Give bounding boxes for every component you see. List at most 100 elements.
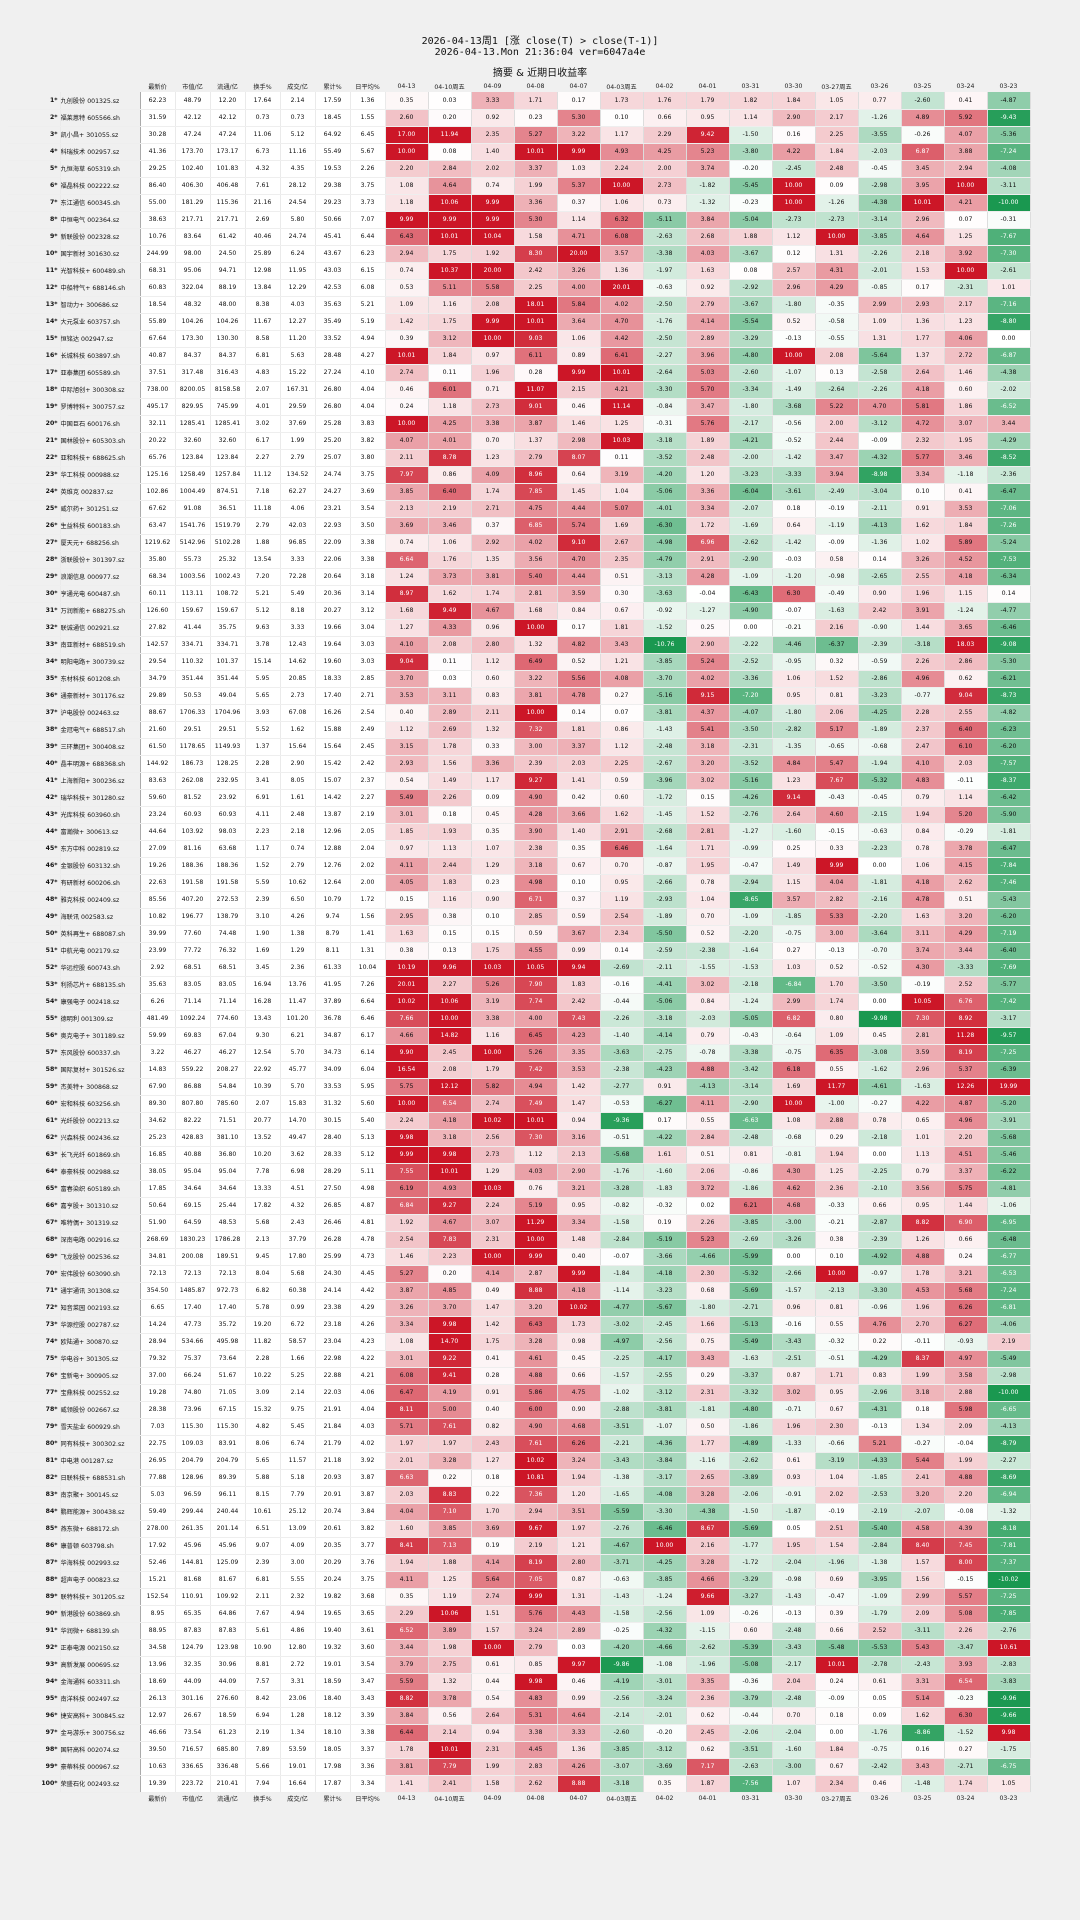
return-cell: 0.37 (557, 194, 600, 211)
stat-cell: 167.31 (280, 381, 315, 398)
return-cell: -1.97 (643, 262, 686, 279)
stat-cell: 10.79 (315, 891, 350, 908)
stat-cell: 2.05 (350, 823, 385, 840)
return-cell: -3.89 (729, 1469, 772, 1486)
return-cell: 3.44 (987, 415, 1030, 432)
return-cell: -4.14 (643, 1027, 686, 1044)
return-cell: -6.63 (729, 1112, 772, 1129)
return-cell: 4.68 (772, 1197, 815, 1214)
stat-cell: 159.67 (210, 602, 245, 619)
return-cell: 1.05 (987, 1775, 1030, 1792)
return-cell: 9.97 (557, 1656, 600, 1673)
return-cell: 10.00 (428, 1010, 471, 1027)
return-cell: -2.20 (858, 908, 901, 925)
return-cell: -5.69 (729, 1282, 772, 1299)
return-cell: -2.78 (858, 1656, 901, 1673)
return-cell: 3.22 (557, 126, 600, 143)
stat-cell: 89.30 (140, 1095, 175, 1112)
row-rank: 92* (8, 1639, 60, 1656)
stat-cell: 4.27 (350, 347, 385, 364)
stat-cell: 15.22 (280, 364, 315, 381)
return-cell: 3.59 (557, 585, 600, 602)
return-cell: 1.51 (471, 1605, 514, 1622)
stat-cell: 28.94 (140, 1333, 175, 1350)
stat-cell: 29.38 (315, 177, 350, 194)
stat-cell: 37.89 (315, 993, 350, 1010)
stock-name: 捷安高科+ 300845.sz (60, 1707, 140, 1724)
return-cell: 0.67 (815, 1401, 858, 1418)
return-cell: 1.44 (944, 1197, 987, 1214)
stat-cell: 3.00 (280, 1554, 315, 1571)
return-cell: -1.24 (729, 993, 772, 1010)
return-cell: -2.73 (772, 211, 815, 228)
return-cell: 2.09 (944, 1418, 987, 1435)
stat-cell: 68.51 (210, 959, 245, 976)
return-cell: -0.09 (815, 1690, 858, 1707)
return-cell: 2.99 (901, 1588, 944, 1605)
row-rank: 23* (8, 466, 60, 483)
return-cell: 0.75 (686, 1333, 729, 1350)
stock-name: 恒铭达 002947.sz (60, 330, 140, 347)
stat-cell: 4.11 (245, 806, 280, 823)
return-cell: 1.99 (471, 1758, 514, 1775)
stat-cell: 11.47 (280, 993, 315, 1010)
return-cell: 4.88 (944, 1469, 987, 1486)
table-row: 30* 亨通光电 600487.sh 60.11 113.11 108.72 5.21 5.… (8, 585, 1030, 602)
return-cell: 0.13 (428, 942, 471, 959)
table-row: 65* 富春染织 605189.sh 17.85 34.64 34.64 13.33 4.5… (8, 1180, 1030, 1197)
return-cell: 0.60 (471, 670, 514, 687)
return-cell: 3.19 (600, 466, 643, 483)
stat-cell: 71.51 (210, 1112, 245, 1129)
return-cell: 1.35 (471, 551, 514, 568)
stat-cell: 2.14 (280, 92, 315, 109)
stat-cell: 5142.96 (175, 534, 210, 551)
return-cell: -6.23 (987, 721, 1030, 738)
stat-cell: 1.17 (245, 840, 280, 857)
stat-cell: 35.75 (210, 619, 245, 636)
return-cell: -2.92 (729, 279, 772, 296)
table-row: 43* 光库科技 603960.sh 23.24 60.93 60.93 4.11 2.48… (8, 806, 1030, 823)
return-cell: 1.37 (514, 432, 557, 449)
return-cell: 4.03 (514, 1163, 557, 1180)
return-cell: 10.06 (428, 993, 471, 1010)
return-cell: 0.99 (557, 1690, 600, 1707)
return-cell: 1.94 (385, 1554, 428, 1571)
return-cell: -1.58 (600, 1214, 643, 1231)
return-cell: 1.36 (557, 1741, 600, 1758)
return-cell: 7.97 (385, 466, 428, 483)
column-header-col-21: 03-23 (987, 80, 1030, 92)
return-cell: -5.16 (643, 687, 686, 704)
return-cell: 5.47 (815, 755, 858, 772)
return-cell: 4.21 (600, 381, 643, 398)
stock-name: 光纤股份 002213.sz (60, 1112, 140, 1129)
return-cell: 4.67 (471, 602, 514, 619)
stat-cell: 2.18 (280, 823, 315, 840)
stat-cell: 4.42 (350, 1282, 385, 1299)
table-row: 84* 鹏辉能源+ 300438.sz 59.49 299.44 240.44 10.61… (8, 1503, 1030, 1520)
return-cell: 0.61 (858, 1673, 901, 1690)
return-cell: 3.26 (901, 551, 944, 568)
return-cell: 9.15 (686, 687, 729, 704)
return-cell: 2.39 (514, 755, 557, 772)
stat-cell: 2.43 (280, 1214, 315, 1231)
stat-cell: 95.04 (210, 1163, 245, 1180)
return-cell: -3.11 (901, 1622, 944, 1639)
stat-cell: 829.95 (175, 398, 210, 415)
stat-cell: 86.40 (140, 177, 175, 194)
return-cell: 2.96 (901, 211, 944, 228)
stat-cell: 4.04 (350, 398, 385, 415)
return-cell: -3.24 (643, 1690, 686, 1707)
return-cell: -2.45 (772, 160, 815, 177)
return-cell: 0.35 (557, 840, 600, 857)
return-cell: 10.81 (514, 1469, 557, 1486)
stat-cell: 1706.33 (175, 704, 210, 721)
return-cell: -2.36 (987, 466, 1030, 483)
page-title: 2026-04-13周1 [涨 close(T) > close(T-1)] 2… (0, 36, 1080, 58)
return-cell: 1.57 (901, 1554, 944, 1571)
return-cell: 1.74 (471, 585, 514, 602)
table-row: 64* 泰豪科技 002988.sz 38.05 95.04 95.04 7.78 6.98… (8, 1163, 1030, 1180)
stat-cell: 22.09 (315, 534, 350, 551)
stat-cell: 26.95 (140, 1452, 175, 1469)
row-rank: 5* (8, 160, 60, 177)
return-cell: 5.64 (471, 1571, 514, 1588)
